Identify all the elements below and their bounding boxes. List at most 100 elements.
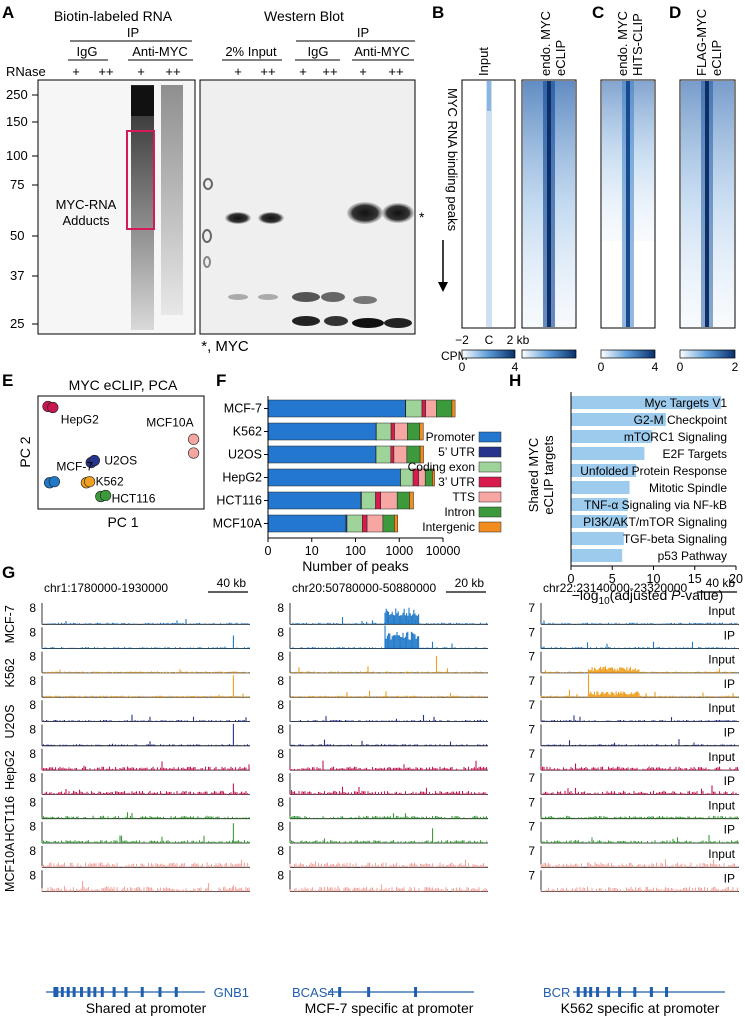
pathway-xtick-0: 0 (568, 572, 575, 586)
heatmap-yaxis-label: MYC RNA binding peaks (445, 88, 460, 232)
pca-label-k562: K562 (96, 475, 124, 489)
heatmap-input-title: Input (476, 47, 491, 76)
heatmap-hits-title-1: endo. MYC (615, 11, 630, 76)
track-region-1: chr1:1780000-1930000 (44, 581, 168, 595)
peak-legend-3-utr: 3’ UTR (438, 475, 475, 489)
peak-bar-hct116-intron (396, 491, 410, 510)
pathway-bar-tgf-beta-signaling (571, 532, 624, 545)
myc-band-star: * (419, 209, 425, 225)
peak-bar-u2os-promoter (267, 445, 376, 464)
peak-category-u2os: U2OS (228, 448, 262, 462)
track-signal-mcf-7-ip-3 (540, 641, 739, 649)
pca-frame (37, 395, 205, 510)
track-region-2: chr20:50780000-50880000 (292, 581, 436, 595)
track-ymax-2-4: 8 (277, 674, 284, 688)
western-antimyc-label: Anti-MYC (354, 44, 410, 59)
cpm-colorbar-b-input (461, 349, 516, 359)
track-ymax-2-7: 8 (277, 747, 284, 761)
pathway-xtick-15: 15 (688, 572, 702, 586)
cell-line-label-k562: K562 (3, 658, 17, 687)
western-lane2-rnase: ++ (260, 64, 275, 79)
pathway-xtick-10: 10 (647, 572, 661, 586)
peak-bar-mcf10a-coding-exon (346, 514, 363, 533)
western-bands (202, 178, 414, 328)
peak-xlabel: Number of peaks (302, 558, 409, 574)
panel-c-letter: C (592, 3, 604, 22)
peak-bar-u2os-coding-exon (375, 445, 392, 464)
track-label-8: IP (724, 774, 735, 788)
pathway-label-tgf-beta-signaling: TGF-beta Signaling (623, 532, 727, 546)
track-signal-mcf-7-input-1 (41, 619, 250, 625)
cpm-c-max: 4 (652, 360, 659, 374)
heatmap-x-left: −2 (455, 333, 469, 347)
track-ymax-1-7: 8 (29, 747, 36, 761)
pathway-label-g2-m-checkpoint: G2-M Checkpoint (634, 413, 728, 427)
pca-point-mcf10a-1 (188, 433, 200, 445)
western-lane1-rnase: + (234, 64, 242, 79)
track-ymax-3-10: 7 (528, 820, 535, 834)
track-label-7: Input (708, 750, 735, 764)
peak-bar-mcf-7-tts (425, 399, 437, 418)
gel-lane2-rnase: ++ (98, 64, 113, 79)
track-ymax-3-3: 7 (528, 650, 535, 664)
track-ymax-1-5: 8 (29, 698, 36, 712)
pca-point-mcf10a-2 (188, 447, 200, 459)
pathway-bar-mitotic-spindle (571, 481, 630, 494)
track-ymax-3-8: 7 (528, 771, 535, 785)
pathway-bar-myc-targets-v1 (571, 396, 722, 409)
peak-category-mcf-7: MCF-7 (224, 402, 262, 416)
peak-category-k562: K562 (233, 425, 262, 439)
track-ymax-2-8: 8 (277, 771, 284, 785)
pca-point-u2os-2 (88, 454, 100, 467)
pathway-bar-p53-pathway (571, 549, 623, 562)
track-ymax-2-6: 8 (277, 723, 284, 737)
pathway-xtick-20: 20 (729, 572, 743, 586)
track-ymax-1-1: 8 (29, 601, 36, 615)
cell-line-label-hepg2: HepG2 (3, 750, 17, 790)
peak-bar-mcf-7-promoter (267, 399, 406, 418)
pathway-bar-g2-m-checkpoint (571, 413, 666, 426)
track-column-2: chr20:50780000-50880000 20 kb 8 8 8 8 8 8 8 8 8 8 8 8… (277, 576, 488, 1016)
track-signal-hct116-ip-3 (540, 835, 739, 843)
track-label-6: IP (724, 726, 735, 740)
track-ymax-3-11: 7 (528, 844, 535, 858)
cell-line-label-mcf-7: MCF-7 (3, 605, 17, 643)
western-lane3-rnase: + (299, 64, 307, 79)
pca-title: MYC eCLIP, PCA (69, 377, 178, 393)
gene-name-bcas4: BCAS4 (292, 985, 335, 1000)
peak-bar-mcf-7-intergenic (451, 399, 456, 418)
track-signal-hepg2-ip-3 (540, 785, 739, 795)
track-signal-mcf10a-input-1 (41, 859, 250, 868)
heatmap-endo-eclip (521, 79, 577, 329)
peak-bar-mcf10a-3-utr (362, 514, 368, 533)
pca-label-hepg2: HepG2 (61, 412, 99, 426)
panel-a: A Biotin-labeled RNA IP IgG Anti-MYC RNa… (2, 3, 425, 355)
peak-legend-swatch-5-utr (478, 446, 502, 458)
track-signal-hepg2-input-1 (41, 761, 250, 771)
peak-bar-hct116-tts (380, 491, 398, 510)
pathway-label-unfolded-protein-response: Unfolded Protein Response (580, 464, 727, 478)
peak-bar-k562-intergenic (419, 422, 424, 441)
peak-bar-hepg2-intergenic (432, 468, 435, 487)
panels-bcd: B C D Input endo. MYC eCLIP endo. MYC HI… (432, 3, 739, 374)
pathway-xlabel: −log10(adjusted P-value) (572, 587, 724, 607)
gene-name-bcr: BCR (543, 985, 570, 1000)
pathway-label-p53-pathway: p53 Pathway (658, 549, 727, 563)
track-signal-mcf-7-input-2 (289, 607, 488, 625)
cpm-colorbar-c (600, 349, 656, 359)
peak-bar-mcf10a-intron (382, 514, 395, 533)
track-ymax-1-10: 8 (29, 820, 36, 834)
western-lane5-rnase: + (359, 64, 367, 79)
heatmap-x-right: 2 kb (507, 333, 530, 347)
panel-h-letter: H (509, 371, 521, 390)
gel-lane4-rnase: ++ (165, 64, 180, 79)
pathway-bar-unfolded-protein-response (571, 464, 637, 477)
pca-label-mcf-7: MCF-7 (56, 460, 93, 474)
pca-label-hct116: HCT116 (112, 491, 156, 505)
peak-legend-swatch-coding-exon (478, 461, 502, 473)
track-column-1: chr1:1780000-1930000 40 kb 8 8 8 8 8 8 8 8 8 8 8 8 Sha… (29, 576, 251, 1016)
western-image (199, 79, 416, 335)
cell-line-label-u2os: U2OS (3, 704, 17, 738)
peak-bar-u2os-tts (393, 445, 408, 464)
